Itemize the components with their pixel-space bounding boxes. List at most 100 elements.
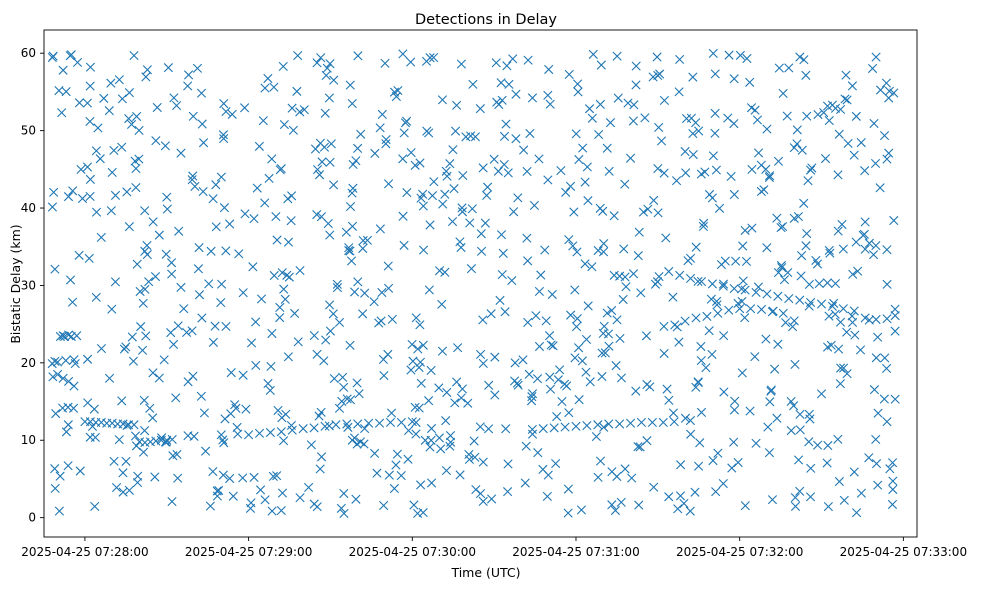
data-point-527 (572, 247, 582, 257)
data-point-927 (882, 245, 892, 255)
data-point-304 (124, 88, 135, 98)
data-point-989 (248, 262, 258, 272)
data-point-289 (659, 348, 669, 359)
data-point-1084 (350, 287, 360, 297)
data-point-137 (391, 460, 401, 470)
data-point-649 (499, 159, 509, 170)
data-point-436 (309, 330, 319, 341)
data-point-1039 (799, 55, 809, 65)
data-point-545 (742, 53, 752, 64)
data-point-726 (819, 108, 829, 118)
data-point-48 (396, 417, 406, 428)
data-point-65 (669, 417, 679, 427)
data-point-810 (561, 187, 571, 197)
data-point-742 (196, 88, 207, 98)
data-point-118 (184, 70, 194, 80)
data-point-296 (57, 108, 67, 118)
data-point-1006 (109, 456, 119, 466)
data-point-530 (267, 154, 277, 164)
data-point-765 (789, 213, 799, 223)
data-point-852 (685, 506, 695, 516)
data-point-595 (675, 491, 686, 501)
data-point-610 (218, 470, 228, 480)
data-point-281 (266, 361, 276, 372)
data-point-167 (718, 479, 728, 489)
data-point-442 (777, 262, 787, 273)
data-point-972 (833, 226, 843, 236)
data-point-959 (276, 164, 286, 174)
data-point-633 (168, 451, 178, 461)
data-point-267 (674, 337, 684, 347)
data-point-558 (65, 275, 76, 285)
data-point-492 (225, 219, 235, 229)
data-point-2 (53, 357, 63, 367)
data-point-735 (265, 385, 275, 396)
data-point-911 (841, 70, 851, 80)
data-point-925 (376, 316, 386, 326)
data-point-737 (416, 378, 426, 388)
data-point-465 (136, 322, 146, 332)
data-point-56 (571, 421, 581, 431)
data-point-347 (600, 348, 610, 358)
data-point-297 (518, 355, 528, 365)
data-point-996 (334, 317, 345, 328)
data-point-203 (763, 422, 773, 432)
data-point-119 (194, 290, 205, 300)
data-point-312 (325, 230, 335, 240)
data-point-1056 (839, 363, 849, 373)
data-point-736 (159, 355, 169, 365)
data-point-708 (756, 186, 766, 197)
data-point-75 (729, 283, 739, 294)
data-point-11 (58, 373, 68, 383)
data-point-449 (198, 186, 208, 197)
data-point-439 (316, 53, 326, 63)
data-point-417 (453, 343, 463, 353)
data-point-754 (599, 422, 609, 432)
data-point-187 (426, 365, 436, 376)
y-axis-ticks: 0 10 20 30 40 50 60 (21, 46, 44, 525)
data-point-596 (719, 387, 729, 397)
data-point-551 (295, 493, 305, 503)
data-point-215 (218, 130, 229, 140)
data-point-677 (127, 332, 137, 342)
data-point-788 (221, 246, 231, 256)
data-point-941 (724, 50, 734, 60)
data-point-964 (312, 164, 323, 175)
data-point-1021 (450, 126, 461, 136)
data-point-764 (842, 95, 852, 105)
data-point-945 (232, 422, 242, 432)
data-point-866 (436, 444, 446, 454)
data-point-482 (424, 285, 434, 295)
data-point-762 (312, 210, 322, 220)
data-point-1041 (295, 107, 305, 117)
data-point-939 (884, 93, 894, 103)
data-point-922 (659, 168, 669, 178)
data-point-838 (583, 196, 593, 206)
data-point-387 (524, 369, 534, 379)
data-point-1054 (880, 353, 890, 363)
data-point-284 (631, 61, 641, 71)
data-point-519 (826, 340, 836, 350)
data-point-694 (833, 434, 843, 444)
data-point-308 (466, 264, 477, 274)
data-point-181 (871, 52, 881, 62)
data-point-859 (511, 134, 521, 144)
data-point-756 (199, 408, 209, 418)
data-point-199 (238, 288, 248, 298)
data-point-453 (416, 480, 426, 490)
data-point-471 (695, 438, 705, 448)
data-point-339 (452, 377, 462, 387)
data-point-604 (534, 286, 544, 297)
data-point-43 (342, 419, 352, 429)
data-point-401 (548, 341, 558, 351)
data-point-982 (496, 78, 506, 88)
data-point-698 (625, 153, 636, 163)
data-point-1043 (401, 116, 412, 126)
data-point-828 (704, 326, 714, 336)
data-point-189 (603, 329, 614, 339)
data-point-170 (751, 438, 761, 448)
data-point-32 (216, 430, 226, 440)
data-point-349 (693, 461, 704, 471)
data-point-1029 (756, 160, 766, 170)
data-point-201 (316, 452, 327, 462)
